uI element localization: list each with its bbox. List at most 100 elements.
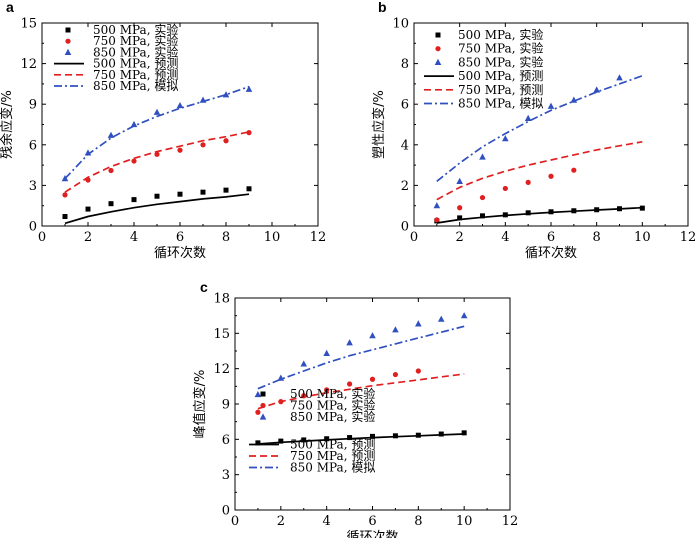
series-line	[436, 206, 643, 224]
y-tick-label: 15	[213, 327, 230, 342]
x-tick-label: 12	[502, 514, 519, 529]
data-point	[456, 177, 463, 184]
legend-marker	[434, 58, 442, 65]
data-point	[460, 312, 468, 319]
series-1	[255, 368, 421, 415]
data-point	[502, 135, 509, 142]
legend-marker	[259, 413, 267, 420]
y-axis-label: 残余应变/%	[0, 90, 15, 159]
data-point	[479, 153, 486, 160]
y-tick-label: 12	[213, 362, 230, 377]
series-1	[434, 167, 577, 223]
data-point	[392, 326, 399, 333]
data-point	[223, 138, 229, 144]
legend-label: 750 MPa, 实验	[458, 41, 543, 56]
data-point	[246, 130, 252, 136]
data-point	[347, 435, 353, 441]
legend-marker	[435, 32, 441, 38]
data-point	[525, 179, 531, 185]
series-1	[62, 130, 252, 198]
legend-marker	[260, 391, 266, 397]
data-point	[434, 217, 440, 223]
x-tick-label: 2	[277, 514, 285, 529]
legend-marker	[64, 48, 72, 55]
x-tick-label: 4	[130, 230, 138, 245]
series-line	[436, 140, 643, 201]
data-point	[177, 191, 183, 197]
x-tick-label: 6	[368, 514, 376, 529]
data-point	[502, 185, 508, 192]
legend-label: 850 MPa, 实验	[290, 409, 375, 424]
data-point	[480, 213, 485, 219]
data-point	[324, 436, 330, 442]
series-2	[254, 312, 468, 398]
x-tick-label: 0	[231, 514, 239, 529]
data-point	[154, 151, 160, 157]
x-tick-label: 12	[680, 230, 697, 245]
data-point	[616, 74, 623, 81]
data-point	[245, 85, 253, 92]
data-point	[324, 387, 330, 393]
data-point	[547, 102, 555, 109]
y-tick-label: 12	[20, 57, 37, 72]
series-2	[61, 85, 253, 182]
data-point	[415, 320, 422, 327]
legend-marker	[65, 27, 71, 33]
legend-label: 750 MPa, 预测	[458, 83, 543, 97]
series-line	[436, 74, 643, 182]
x-tick-label: 8	[414, 514, 422, 529]
legend-label: 500 MPa, 预测	[290, 438, 375, 452]
y-tick-label: 0	[401, 220, 409, 235]
x-tick-label: 0	[410, 230, 418, 245]
data-point	[369, 332, 376, 339]
data-point	[415, 368, 421, 374]
legend-marker	[65, 38, 71, 44]
data-point	[130, 120, 138, 128]
series-line	[64, 193, 250, 225]
data-point	[153, 108, 161, 115]
data-point	[457, 215, 463, 221]
legend-label: 850 MPa, 实验	[93, 44, 178, 59]
series-2	[433, 74, 623, 209]
data-point	[154, 193, 160, 199]
data-point	[108, 201, 114, 207]
legend-label: 750 MPa, 预测	[93, 68, 178, 82]
legend-label: 750 MPa, 预测	[290, 449, 375, 463]
data-point	[457, 205, 463, 211]
data-point	[433, 202, 441, 209]
data-point	[346, 339, 353, 346]
series-line	[64, 131, 250, 193]
y-tick-label: 10	[392, 17, 409, 32]
data-point	[131, 197, 137, 203]
data-point	[254, 390, 262, 398]
data-point	[223, 187, 229, 193]
y-axis-label: 塑性应变/%	[371, 90, 387, 159]
legend-label: 850 MPa, 模拟	[290, 461, 375, 475]
data-point	[437, 315, 445, 322]
y-tick-label: 6	[222, 433, 230, 448]
data-point	[479, 194, 486, 201]
x-tick-label: 6	[176, 230, 184, 245]
data-point	[176, 101, 184, 109]
y-tick-label: 2	[401, 179, 409, 194]
x-tick-label: 4	[323, 514, 331, 529]
x-tick-label: 8	[222, 230, 230, 245]
legend-label: 750 MPa, 实验	[290, 398, 375, 413]
legend-label: 750 MPa, 实验	[93, 33, 178, 48]
series-5	[64, 85, 250, 180]
data-point	[392, 371, 399, 378]
x-tick-label: 4	[501, 230, 509, 245]
data-point	[323, 349, 330, 356]
legend-label: 850 MPa, 实验	[458, 54, 543, 69]
y-tick-label: 3	[222, 468, 230, 483]
y-tick-label: 8	[401, 57, 409, 72]
series-4	[257, 373, 465, 410]
series-5	[436, 74, 643, 182]
y-axis-label: 峰值应变/%	[192, 370, 208, 439]
x-tick-label: 12	[310, 230, 327, 245]
data-point	[62, 214, 68, 220]
